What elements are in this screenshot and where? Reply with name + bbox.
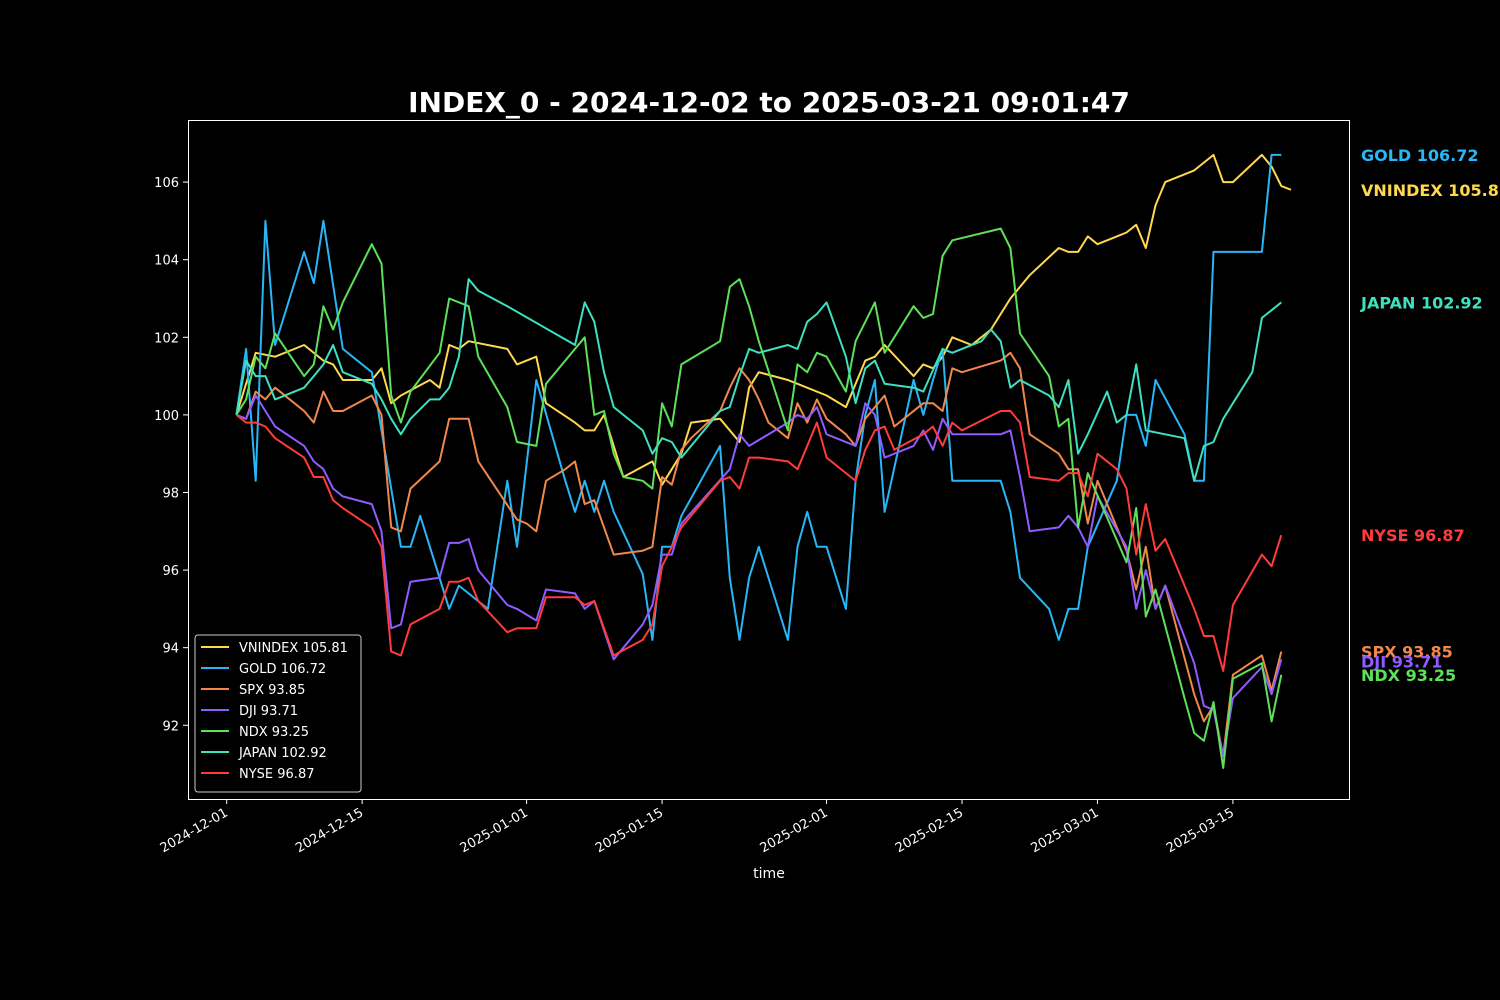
end-label-2: SPX 93.85 <box>1361 643 1453 662</box>
end-label-1: GOLD 106.72 <box>1361 146 1479 165</box>
legend-box <box>194 634 362 793</box>
y-axis: 92 94 96 98 100 102 104 106 <box>154 176 188 734</box>
legend-label-3: DJI 93.71 <box>239 704 298 719</box>
y-tick-label-6: 104 <box>154 254 179 269</box>
y-tick-label-0: 92 <box>162 719 179 734</box>
legend-label-4: NDX 93.25 <box>239 725 309 740</box>
series-line-6 <box>235 410 1283 672</box>
y-tick-label-5: 102 <box>154 331 179 346</box>
legend-label-5: JAPAN 102.92 <box>238 746 327 761</box>
chart-title: INDEX_0 - 2024-12-02 to 2025-03-21 09:01… <box>408 86 1130 119</box>
plot-frame <box>188 120 1350 800</box>
y-tick-label-4: 100 <box>154 409 179 424</box>
end-label-4: NDX 93.25 <box>1361 666 1456 685</box>
series-line-0 <box>235 153 1292 486</box>
end-labels: GOLD 106.72 VNINDEX 105.81 JAPAN 102.92 NYS… <box>1360 146 1500 685</box>
y-tick-label-1: 94 <box>162 642 179 657</box>
legend-label-2: SPX 93.85 <box>239 683 305 698</box>
legend-label-1: GOLD 106.72 <box>239 662 326 677</box>
series-layer <box>235 153 1292 769</box>
y-tick-label-2: 96 <box>162 564 179 579</box>
y-tick-label-3: 98 <box>162 486 179 501</box>
legend: VNINDEX 105.81 GOLD 106.72 SPX 93.85 DJI 93… <box>194 634 362 793</box>
end-label-0: VNINDEX 105.81 <box>1361 181 1500 200</box>
x-axis-label: time <box>753 866 785 882</box>
series-line-1 <box>235 153 1282 641</box>
end-label-5: JAPAN 102.92 <box>1360 293 1483 312</box>
legend-label-6: NYSE 96.87 <box>239 767 314 782</box>
end-label-6: NYSE 96.87 <box>1361 526 1465 545</box>
series-line-4 <box>235 227 1283 769</box>
end-label-3: DJI 93.71 <box>1361 653 1442 672</box>
series-line-2 <box>236 351 1283 758</box>
legend-label-0: VNINDEX 105.81 <box>239 641 348 656</box>
y-tick-label-7: 106 <box>154 176 179 191</box>
series-line-5 <box>235 278 1282 482</box>
